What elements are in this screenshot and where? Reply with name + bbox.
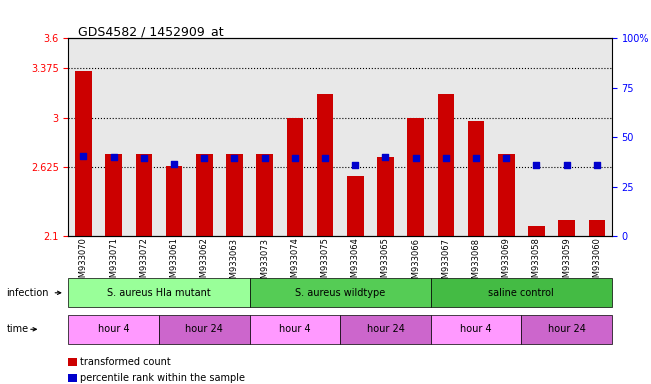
Point [109,154,119,160]
Point [169,161,179,167]
Text: hour 24: hour 24 [186,324,223,334]
Bar [196,154,213,236]
Bar [317,94,333,236]
Point [410,155,421,161]
Text: hour 24: hour 24 [367,324,404,334]
Text: saline control: saline control [488,288,554,298]
Bar [105,154,122,236]
Text: hour 4: hour 4 [460,324,492,334]
Bar [377,157,394,236]
Point [592,162,602,168]
Bar [347,175,363,236]
Text: infection: infection [7,288,49,298]
Point [229,155,240,161]
Bar [498,154,514,236]
Text: hour 4: hour 4 [279,324,311,334]
Text: transformed count: transformed count [80,357,171,367]
Text: S. aureus wildtype: S. aureus wildtype [295,288,385,298]
Point [471,155,481,161]
Text: S. aureus Hla mutant: S. aureus Hla mutant [107,288,211,298]
Point [531,162,542,168]
Bar [559,220,575,236]
Bar [286,118,303,236]
Bar [226,154,243,236]
Point [320,155,330,161]
Bar [135,154,152,236]
Point [441,155,451,161]
Point [78,153,89,159]
Point [561,162,572,168]
Bar [75,71,92,236]
Text: percentile rank within the sample: percentile rank within the sample [80,373,245,383]
Point [350,162,361,168]
Bar [408,118,424,236]
Point [199,155,210,161]
Text: GDS4582 / 1452909_at: GDS4582 / 1452909_at [78,25,224,38]
Point [139,155,149,161]
Point [290,155,300,161]
Bar [166,166,182,236]
Text: time: time [7,324,29,334]
Bar [528,226,545,236]
Point [260,155,270,161]
Bar [437,94,454,236]
Point [501,155,512,161]
Text: hour 24: hour 24 [547,324,586,334]
Bar [256,154,273,236]
Text: hour 4: hour 4 [98,324,130,334]
Bar [467,121,484,236]
Point [380,154,391,160]
Bar [589,220,605,236]
